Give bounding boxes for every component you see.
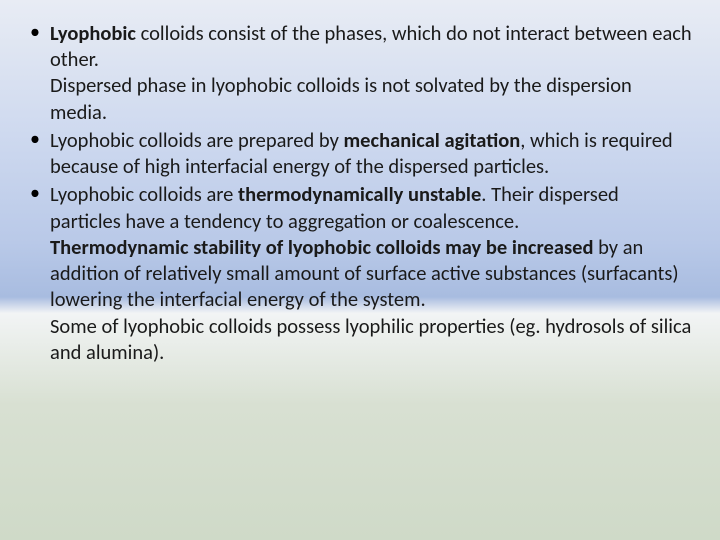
text-run: Lyophobic colloids are xyxy=(50,181,238,207)
bullet-main-text: Lyophobic colloids are prepared by mecha… xyxy=(50,127,673,179)
text-run: colloids consist of the phases, which do… xyxy=(50,20,692,72)
bullet-main-text: Lyophobic colloids consist of the phases… xyxy=(50,20,692,72)
text-run: Lyophobic colloids are prepared by xyxy=(50,127,344,153)
bullet-list: Lyophobic colloids consist of the phases… xyxy=(20,20,692,365)
bullet-item: Lyophobic colloids are thermodynamically… xyxy=(20,181,692,365)
text-run: Dispersed phase in lyophobic colloids is… xyxy=(50,72,632,124)
text-run: thermodynamically unstable xyxy=(238,181,481,207)
text-run: Thermodynamic stability of lyophobic col… xyxy=(50,234,593,260)
bullet-main-text: Lyophobic colloids are thermodynamically… xyxy=(50,181,619,233)
text-run: mechanical agitation xyxy=(344,127,521,153)
text-run: Some of lyophobic colloids possess lyoph… xyxy=(50,313,691,365)
text-run: Lyophobic xyxy=(50,20,136,46)
bullet-item: Lyophobic colloids consist of the phases… xyxy=(20,20,692,125)
bullet-sub-text: Thermodynamic stability of lyophobic col… xyxy=(50,234,692,365)
bullet-sub-text: Dispersed phase in lyophobic colloids is… xyxy=(50,72,692,124)
bullet-item: Lyophobic colloids are prepared by mecha… xyxy=(20,127,692,179)
